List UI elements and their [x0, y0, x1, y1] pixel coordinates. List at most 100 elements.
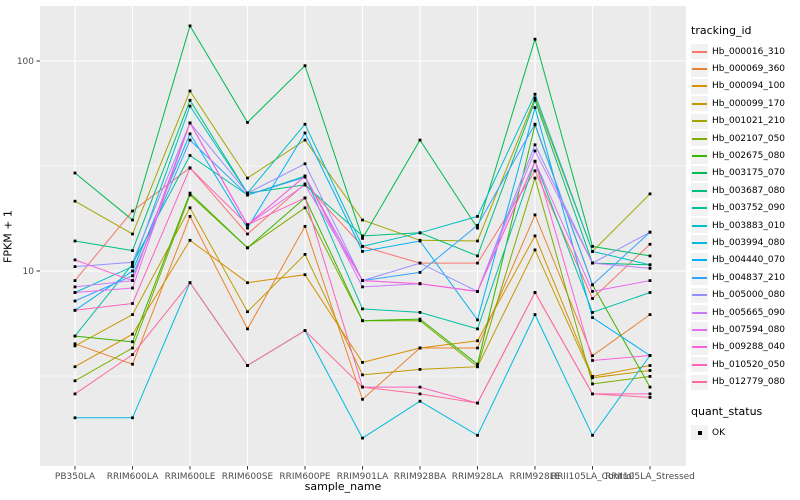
data-point — [361, 361, 364, 364]
data-point — [246, 246, 249, 250]
data-point — [591, 392, 594, 396]
data-point — [188, 104, 192, 108]
x-tick-label: PB350LA — [55, 472, 96, 482]
data-point — [533, 92, 537, 96]
data-point — [246, 232, 249, 236]
y-tick-label: 100 — [17, 57, 34, 67]
data-point — [131, 302, 134, 305]
data-point — [188, 281, 192, 285]
legend-label: Hb_002675_080 — [712, 151, 786, 162]
data-point — [418, 392, 422, 396]
data-point — [131, 209, 134, 213]
data-point — [131, 249, 134, 252]
legend-item-Hb_004440_070: Hb_004440_070 — [691, 252, 799, 269]
data-point — [476, 318, 479, 322]
data-point — [303, 122, 307, 126]
legend-key-line-icon — [691, 96, 708, 112]
legend-key-square-icon — [691, 425, 708, 440]
data-point — [361, 218, 364, 222]
legend-item-Hb_007594_080: Hb_007594_080 — [691, 321, 799, 338]
legend-item-Hb_000094_100: Hb_000094_100 — [691, 78, 799, 95]
legend-item-Hb_012779_080: Hb_012779_080 — [691, 373, 799, 390]
data-point — [246, 226, 249, 230]
data-point — [648, 375, 652, 378]
legend-key-line-icon — [691, 374, 708, 390]
data-point — [533, 234, 537, 238]
data-point — [131, 346, 134, 350]
data-point — [476, 290, 479, 293]
legend-item-Hb_004837_210: Hb_004837_210 — [691, 269, 799, 286]
data-point — [361, 436, 364, 440]
data-point — [361, 237, 364, 240]
legend-key-line-icon — [691, 44, 708, 60]
data-point — [418, 317, 422, 321]
data-point — [361, 397, 364, 401]
data-point — [246, 281, 249, 285]
legend-item-Hb_000099_170: Hb_000099_170 — [691, 95, 799, 112]
legend-key-line-icon — [691, 200, 708, 216]
data-point — [131, 332, 134, 336]
data-point — [361, 319, 364, 323]
data-point — [73, 285, 77, 289]
legend-label: Hb_003175_070 — [712, 168, 786, 179]
legend-quant-section: quant_status OK — [691, 405, 799, 441]
data-point — [591, 290, 594, 293]
data-point — [591, 245, 594, 248]
data-point — [188, 191, 192, 195]
legend-label: Hb_005000_080 — [712, 290, 786, 301]
data-point — [648, 279, 652, 282]
data-point — [361, 285, 364, 289]
data-point — [591, 433, 594, 437]
legend-item-Hb_003752_090: Hb_003752_090 — [691, 200, 799, 217]
data-point — [648, 313, 652, 316]
legend-item-Hb_005665_090: Hb_005665_090 — [691, 304, 799, 321]
data-point — [131, 340, 134, 344]
data-point — [418, 368, 422, 371]
y-axis-title: FPKM + 1 — [1, 210, 15, 263]
data-point — [131, 260, 134, 264]
legend: tracking_id Hb_000016_310 Hb_000069_360 Hb… — [691, 24, 799, 441]
data-point — [533, 213, 537, 217]
legend-label: Hb_000016_310 — [712, 46, 786, 57]
legend-label: Hb_009288_040 — [712, 342, 786, 353]
data-point — [533, 143, 537, 147]
legend-item-Hb_003687_080: Hb_003687_080 — [691, 182, 799, 199]
legend-label: Hb_000069_360 — [712, 64, 786, 75]
data-point — [418, 385, 422, 389]
legend-key-line-icon — [691, 148, 708, 164]
data-point — [361, 373, 364, 377]
data-point — [476, 254, 479, 258]
data-point — [188, 132, 192, 136]
data-point — [188, 89, 192, 93]
data-point — [361, 279, 364, 282]
data-point — [476, 433, 479, 437]
legend-label: Hb_004837_210 — [712, 272, 786, 283]
data-point — [591, 359, 594, 362]
legend-item-Hb_005000_080: Hb_005000_080 — [691, 286, 799, 303]
data-point — [591, 382, 594, 386]
data-point — [131, 274, 134, 278]
data-point — [73, 392, 77, 396]
data-point — [533, 149, 537, 153]
legend-label: Hb_000094_100 — [712, 81, 786, 92]
data-point — [131, 269, 134, 273]
data-point — [131, 262, 134, 266]
data-point — [476, 346, 479, 350]
data-point — [476, 215, 479, 218]
legend-item-quant-ok: OK — [691, 424, 799, 441]
data-point — [648, 242, 652, 246]
x-tick-label: RRII105LA_Stressed — [605, 472, 695, 482]
data-point — [246, 364, 249, 367]
data-point — [131, 232, 134, 236]
data-point — [188, 193, 192, 197]
data-point — [476, 226, 479, 230]
data-point — [188, 166, 192, 170]
legend-label: Hb_004440_070 — [712, 255, 786, 266]
data-point — [131, 286, 134, 290]
data-point — [648, 396, 652, 399]
data-point — [131, 265, 134, 268]
data-point — [648, 354, 652, 357]
data-point — [648, 364, 652, 367]
data-point — [303, 329, 307, 332]
